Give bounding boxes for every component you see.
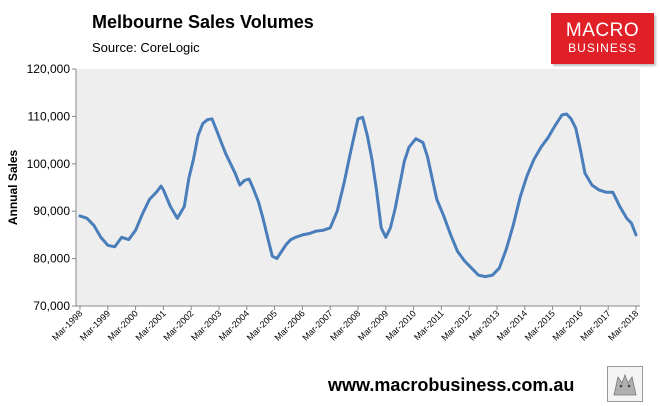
- series-line-annual-sales: [78, 112, 638, 279]
- y-tick-label: 100,000: [27, 157, 71, 171]
- y-tick-label: 90,000: [33, 204, 70, 218]
- x-tick-label: Mar-2018: [606, 308, 640, 342]
- logo-line1: MACRO: [565, 20, 640, 41]
- footer-url: www.macrobusiness.com.au: [328, 375, 575, 395]
- y-tick-label: 80,000: [33, 252, 70, 266]
- y-tick-label: 70,000: [33, 299, 70, 313]
- y-tick-label: 120,000: [27, 62, 71, 76]
- x-tick-label: Mar-2010: [384, 308, 418, 342]
- chart-source: Source: CoreLogic: [92, 40, 200, 55]
- y-tick-label: 110,000: [28, 109, 71, 123]
- y-axis-label: Annual Sales: [6, 149, 20, 225]
- logo-line2: BUSINESS: [568, 41, 637, 55]
- macrobusiness-logo: MACRO BUSINESS: [551, 13, 654, 64]
- wolf-seal-icon: [607, 366, 643, 402]
- chart-title: Melbourne Sales Volumes: [92, 12, 314, 32]
- plot-area: [76, 69, 640, 306]
